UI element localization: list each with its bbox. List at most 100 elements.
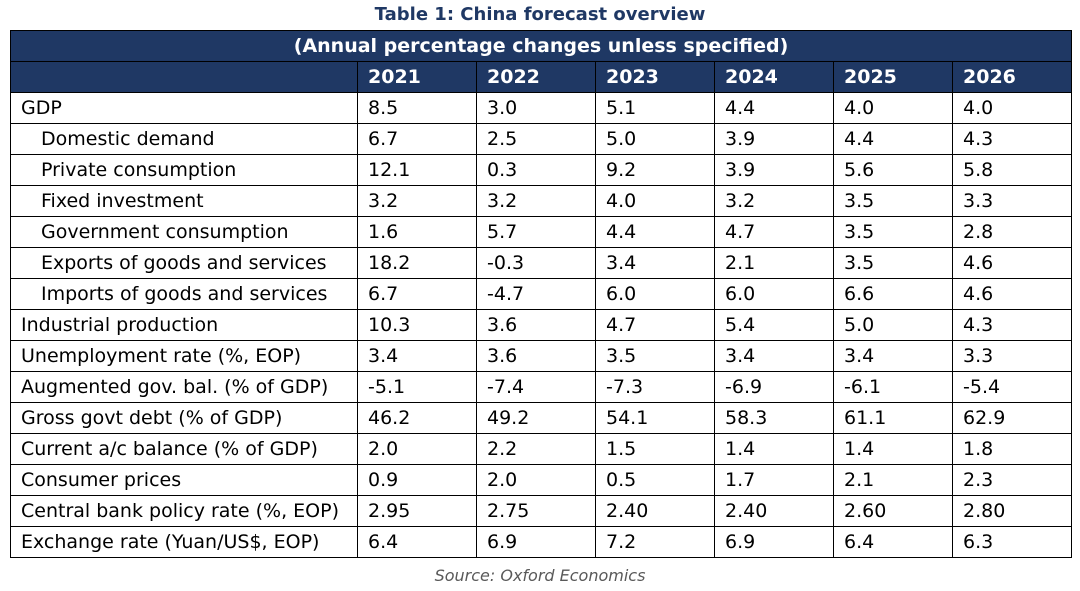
value-cell: 3.5: [833, 216, 953, 248]
value-cell: 6.9: [476, 526, 596, 558]
value-cell: 9.2: [595, 154, 715, 186]
value-cell: 4.4: [833, 123, 953, 155]
table-row: Fixed investment 3.2 3.2 4.0 3.2 3.5 3.3: [10, 185, 1073, 217]
value-cell: 3.6: [476, 309, 596, 341]
row-label: Government consumption: [10, 216, 358, 248]
value-cell: 4.7: [595, 309, 715, 341]
value-cell: 4.4: [714, 92, 834, 124]
table-row: GDP 8.5 3.0 5.1 4.4 4.0 4.0: [10, 92, 1073, 124]
header-corner-cell: [10, 61, 358, 93]
value-cell: 2.1: [833, 464, 953, 496]
value-cell: 4.0: [833, 92, 953, 124]
value-cell: 4.3: [951, 123, 1073, 155]
value-cell: 3.5: [833, 247, 953, 279]
row-label: Gross govt debt (% of GDP): [10, 402, 358, 434]
source-note: Source: Oxford Economics: [434, 566, 646, 585]
table-row: Imports of goods and services 6.7 -4.7 6.0 6…: [10, 278, 1073, 310]
value-cell: 1.7: [714, 464, 834, 496]
row-label: Exports of goods and services: [10, 247, 358, 279]
row-label: Exchange rate (Yuan/US$, EOP): [10, 526, 358, 558]
value-cell: 6.0: [595, 278, 715, 310]
row-label: Augmented gov. bal. (% of GDP): [10, 371, 358, 403]
value-cell: 6.4: [357, 526, 477, 558]
value-cell: 3.2: [476, 185, 596, 217]
value-cell: 2.40: [714, 495, 834, 527]
table-row: Augmented gov. bal. (% of GDP) -5.1 -7.4 -7…: [10, 371, 1073, 403]
value-cell: 0.9: [357, 464, 477, 496]
year-header: 2026: [951, 61, 1073, 93]
value-cell: -5.1: [357, 371, 477, 403]
value-cell: 3.4: [357, 340, 477, 372]
row-label: Central bank policy rate (%, EOP): [10, 495, 358, 527]
value-cell: 7.2: [595, 526, 715, 558]
value-cell: 5.0: [833, 309, 953, 341]
value-cell: 4.4: [595, 216, 715, 248]
subtitle-row: (Annual percentage changes unless specif…: [9, 30, 1073, 62]
value-cell: 1.6: [357, 216, 477, 248]
value-cell: 18.2: [357, 247, 477, 279]
value-cell: 3.4: [833, 340, 953, 372]
row-label: Current a/c balance (% of GDP): [10, 433, 358, 465]
row-label: GDP: [10, 92, 358, 124]
forecast-table: (Annual percentage changes unless specif…: [9, 30, 1073, 558]
value-cell: 3.4: [595, 247, 715, 279]
value-cell: 0.5: [595, 464, 715, 496]
table-row: Government consumption 1.6 5.7 4.4 4.7 3.5 2.8: [10, 216, 1073, 248]
year-header: 2023: [595, 61, 715, 93]
table-row: Unemployment rate (%, EOP) 3.4 3.6 3.5 3.4 3.…: [10, 340, 1073, 372]
value-cell: -4.7: [476, 278, 596, 310]
value-cell: 3.9: [714, 123, 834, 155]
value-cell: 2.8: [951, 216, 1073, 248]
year-header: 2025: [833, 61, 953, 93]
table-row: Domestic demand 6.7 2.5 5.0 3.9 4.4 4.3: [10, 123, 1073, 155]
value-cell: 6.0: [714, 278, 834, 310]
value-cell: 12.1: [357, 154, 477, 186]
table-subtitle: (Annual percentage changes unless specif…: [9, 30, 1073, 62]
value-cell: 49.2: [476, 402, 596, 434]
table-row: Industrial production 10.3 3.6 4.7 5.4 5.0 4.3: [10, 309, 1073, 341]
value-cell: 2.5: [476, 123, 596, 155]
value-cell: 3.0: [476, 92, 596, 124]
value-cell: 6.7: [357, 278, 477, 310]
value-cell: -6.1: [833, 371, 953, 403]
value-cell: 2.0: [357, 433, 477, 465]
table-title: Table 1: China forecast overview: [374, 4, 706, 25]
row-label: Domestic demand: [10, 123, 358, 155]
table-row: Consumer prices 0.9 2.0 0.5 1.7 2.1 2.3: [10, 464, 1073, 496]
value-cell: 0.3: [476, 154, 596, 186]
value-cell: 3.3: [951, 340, 1073, 372]
value-cell: 2.0: [476, 464, 596, 496]
value-cell: -6.9: [714, 371, 834, 403]
value-cell: 2.95: [357, 495, 477, 527]
value-cell: 2.2: [476, 433, 596, 465]
row-label: Fixed investment: [10, 185, 358, 217]
value-cell: 10.3: [357, 309, 477, 341]
row-label: Private consumption: [10, 154, 358, 186]
year-header: 2022: [476, 61, 596, 93]
value-cell: 8.5: [357, 92, 477, 124]
value-cell: 4.6: [951, 247, 1073, 279]
value-cell: 3.2: [714, 185, 834, 217]
value-cell: 61.1: [833, 402, 953, 434]
value-cell: 2.75: [476, 495, 596, 527]
year-header: 2024: [714, 61, 834, 93]
value-cell: -7.4: [476, 371, 596, 403]
value-cell: 1.5: [595, 433, 715, 465]
value-cell: 3.6: [476, 340, 596, 372]
value-cell: 6.9: [714, 526, 834, 558]
value-cell: 3.4: [714, 340, 834, 372]
value-cell: 1.8: [951, 433, 1073, 465]
value-cell: 3.3: [951, 185, 1073, 217]
table-row: Current a/c balance (% of GDP) 2.0 2.2 1.5 1…: [10, 433, 1073, 465]
value-cell: 6.6: [833, 278, 953, 310]
value-cell: 62.9: [951, 402, 1073, 434]
table-body: GDP 8.5 3.0 5.1 4.4 4.0 4.0 Domestic demand 6.7 2…: [10, 92, 1073, 558]
value-cell: -0.3: [476, 247, 596, 279]
value-cell: 4.0: [951, 92, 1073, 124]
value-cell: 6.3: [951, 526, 1073, 558]
table-row: Gross govt debt (% of GDP) 46.2 49.2 54.1 58…: [10, 402, 1073, 434]
value-cell: 2.80: [951, 495, 1073, 527]
value-cell: 5.6: [833, 154, 953, 186]
value-cell: 6.4: [833, 526, 953, 558]
value-cell: 1.4: [833, 433, 953, 465]
